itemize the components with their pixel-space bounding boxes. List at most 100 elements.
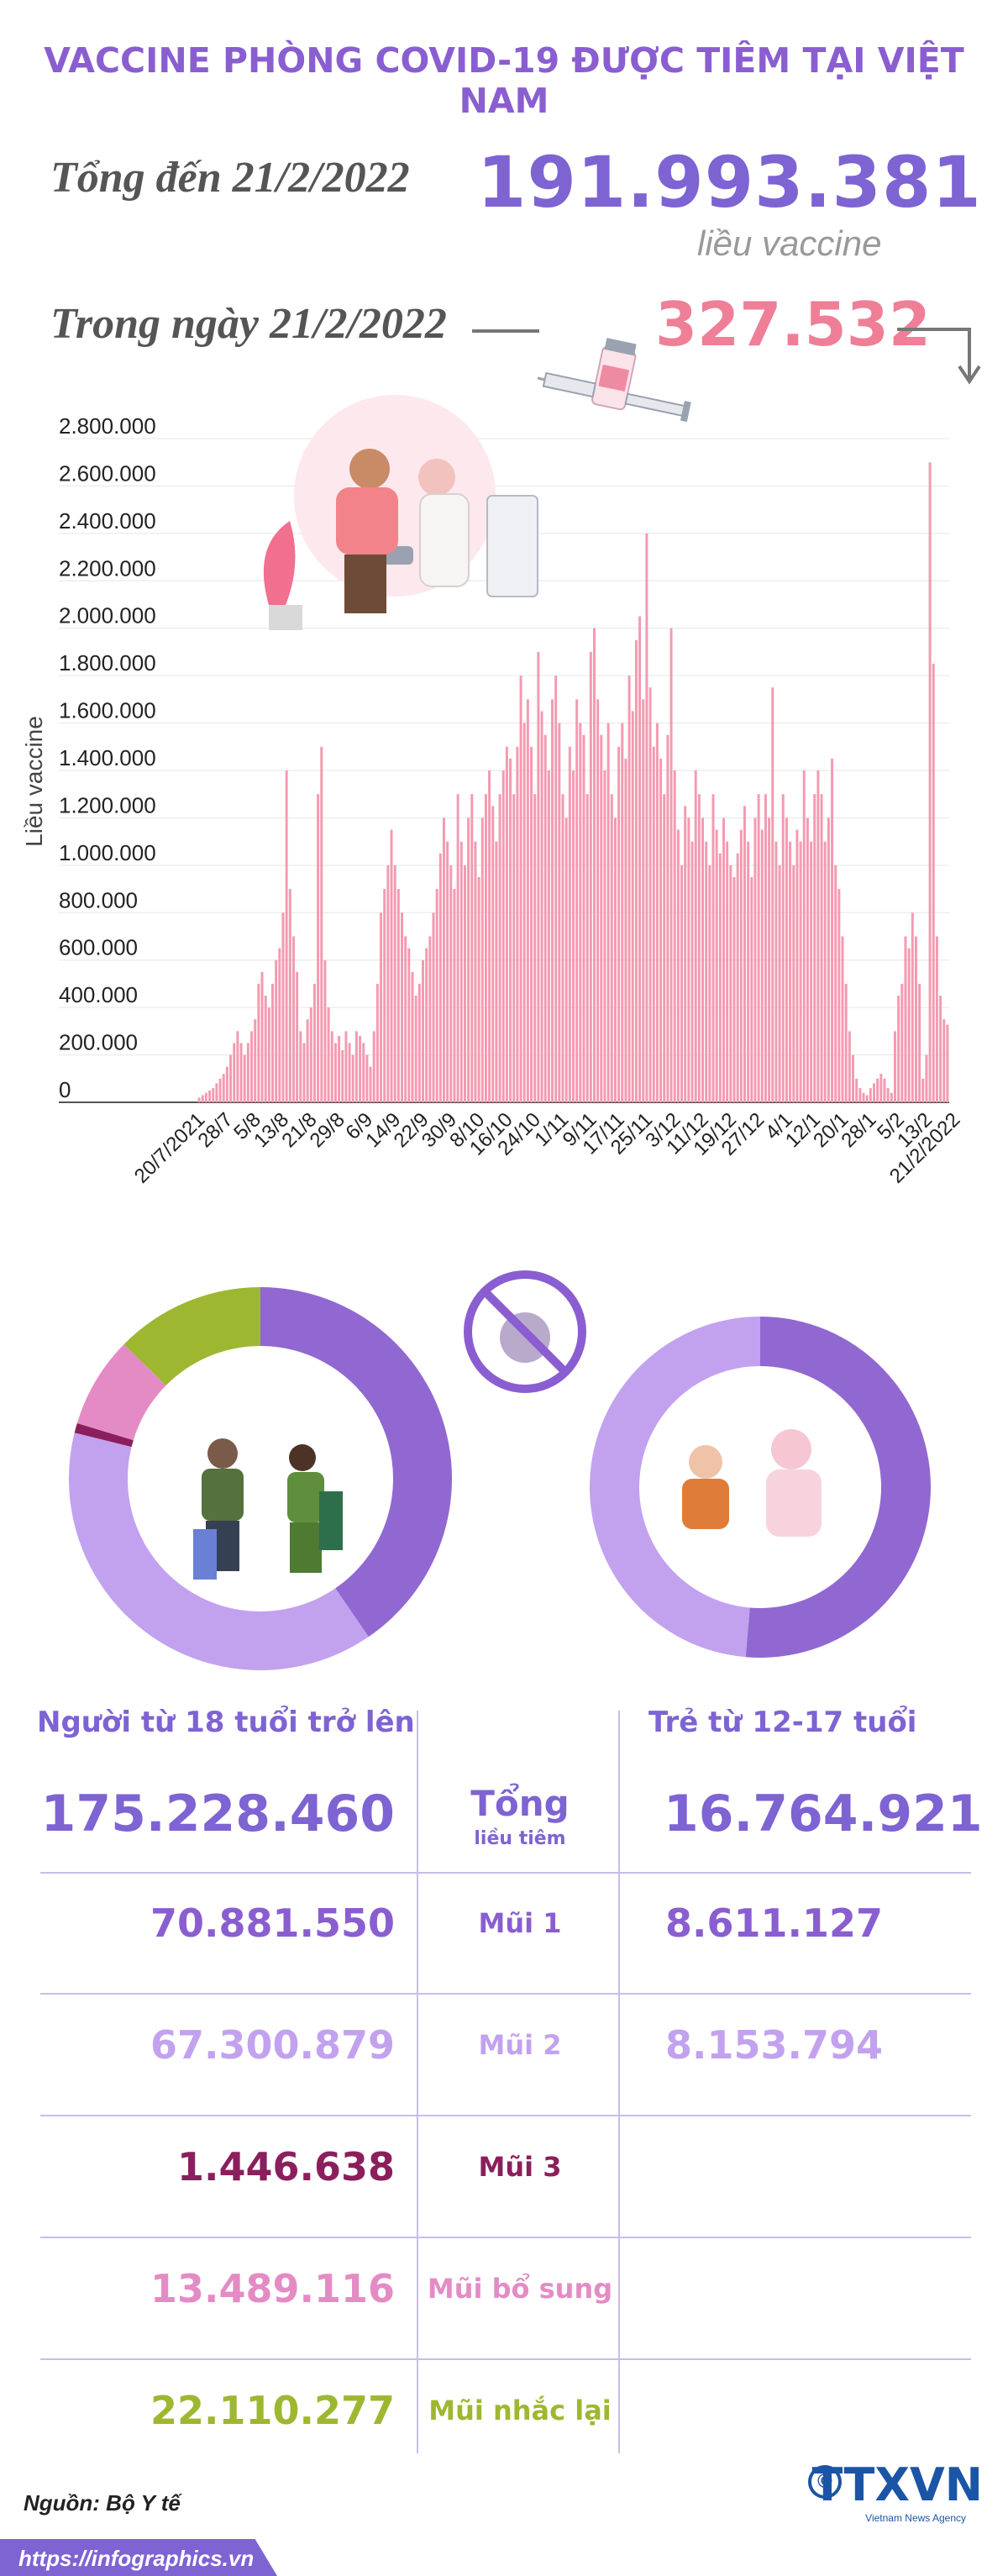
chart-bar (708, 865, 711, 1102)
chart-bar (323, 959, 327, 1102)
chart-x-tick-label: 20/7/2021 (130, 1108, 210, 1188)
chart-x-ticks: 20/7/202128/75/813/821/829/86/914/922/93… (130, 1108, 965, 1188)
website-link[interactable]: https://infographics.vn (18, 2546, 255, 2571)
donut-segment (76, 1343, 166, 1441)
chart-bar (275, 959, 278, 1102)
chart-bar (285, 770, 288, 1102)
chart-bar (435, 889, 438, 1102)
table-cell-child: 8.611.127 (665, 1900, 883, 1946)
chart-bar (816, 770, 820, 1102)
chart-bar (306, 1019, 309, 1102)
chart-bar (491, 806, 495, 1102)
table-row-label: Mũi 2 (478, 2029, 562, 2061)
table-row-label: Mũi nhắc lại (428, 2395, 612, 2426)
daily-doses-chart: 0 200.000 400.000 600.000 800.000 1.000.000 1.… (21, 395, 965, 1188)
chart-bar (271, 983, 274, 1102)
chart-bar (946, 1024, 949, 1102)
chart-bar (509, 758, 512, 1102)
chart-bar (722, 817, 725, 1102)
table-row-separator (40, 1993, 971, 1995)
chart-bar (254, 1019, 257, 1102)
chart-bar (348, 1043, 351, 1102)
chart-bar (432, 912, 435, 1102)
chart-bar (603, 770, 606, 1102)
table-cell-adult: 67.300.879 (150, 2022, 395, 2068)
chart-bar (438, 853, 442, 1102)
chart-y-tick-label: 0 (59, 1077, 71, 1102)
donut-segment (745, 1317, 931, 1658)
arrow-down-icon (897, 328, 981, 385)
chart-y-tick-label: 2.200.000 (59, 555, 156, 581)
chart-y-tick-label: 2.400.000 (59, 508, 156, 534)
chart-bar (505, 746, 508, 1102)
total-unit: liều vaccine (697, 223, 882, 263)
chart-bar (312, 983, 316, 1102)
chart-bar (673, 770, 676, 1102)
chart-bar (659, 758, 663, 1102)
table-cell-adult: 22.110.277 (150, 2388, 395, 2433)
chart-y-tick-label: 1.600.000 (59, 698, 156, 723)
chart-bar (359, 1036, 362, 1102)
chart-bar (655, 723, 659, 1102)
chart-bar (687, 817, 690, 1102)
chart-bar (732, 876, 736, 1102)
chart-bar (690, 841, 694, 1102)
chart-bar (768, 817, 771, 1102)
chart-bar (204, 1092, 207, 1102)
chart-bar (827, 817, 830, 1102)
chart-bar (239, 1043, 243, 1102)
child-column-header: Trẻ từ 12-17 tuổi (648, 1706, 917, 1739)
chart-bar (837, 889, 841, 1102)
page-title: VACCINE PHÒNG COVID-19 ĐƯỢC TIÊM TẠI VIỆ… (44, 40, 964, 121)
chart-bar (715, 829, 718, 1102)
chart-bar (697, 794, 701, 1102)
chart-bar (631, 711, 634, 1102)
chart-bar (296, 971, 299, 1102)
chart-bar (652, 746, 655, 1102)
chart-bar (634, 639, 638, 1102)
chart-bar (218, 1078, 222, 1102)
adult-column-header: Người từ 18 tuổi trở lên (37, 1706, 415, 1739)
chart-bar (844, 983, 848, 1102)
chart-bar (309, 1007, 312, 1102)
chart-bar (288, 889, 291, 1102)
chart-bar (417, 983, 421, 1102)
chart-bar (907, 948, 911, 1102)
chart-y-tick-label: 2.600.000 (59, 460, 156, 486)
table-row-separator (40, 2237, 971, 2238)
chart-bar (823, 841, 827, 1102)
table-row-label: Mũi bổ sung (427, 2273, 613, 2305)
chart-bar (317, 794, 320, 1102)
chart-bar (512, 794, 516, 1102)
chart-bar (372, 1031, 375, 1102)
chart-bar (425, 948, 428, 1102)
chart-bar (669, 628, 673, 1102)
chart-bar (302, 1043, 306, 1102)
chart-bar (365, 1054, 369, 1102)
chart-bar (792, 865, 795, 1102)
url-bar (0, 2539, 277, 2576)
chart-bar (596, 699, 600, 1102)
chart-bar (610, 794, 613, 1102)
chart-bar (743, 806, 746, 1102)
chart-bar (564, 817, 568, 1102)
chart-bar (802, 770, 806, 1102)
chart-bar (488, 770, 491, 1102)
chart-bar (774, 841, 778, 1102)
chart-y-tick-label: 1.000.000 (59, 840, 156, 865)
chart-bar (932, 664, 935, 1102)
chart-bar (250, 1031, 254, 1102)
chart-bar (543, 734, 547, 1102)
table-cell-adult: 13.489.116 (150, 2266, 395, 2311)
chart-bar (380, 912, 383, 1102)
chart-bar (526, 699, 529, 1102)
table-row-separator (40, 1872, 971, 1874)
chart-bar (428, 936, 432, 1102)
chart-bar (456, 794, 459, 1102)
chart-bar (260, 971, 264, 1102)
chart-bar (362, 1043, 365, 1102)
chart-bar (764, 794, 767, 1102)
chart-bar (893, 1031, 896, 1102)
donut-segment (74, 1422, 134, 1448)
chart-bar (291, 936, 295, 1102)
